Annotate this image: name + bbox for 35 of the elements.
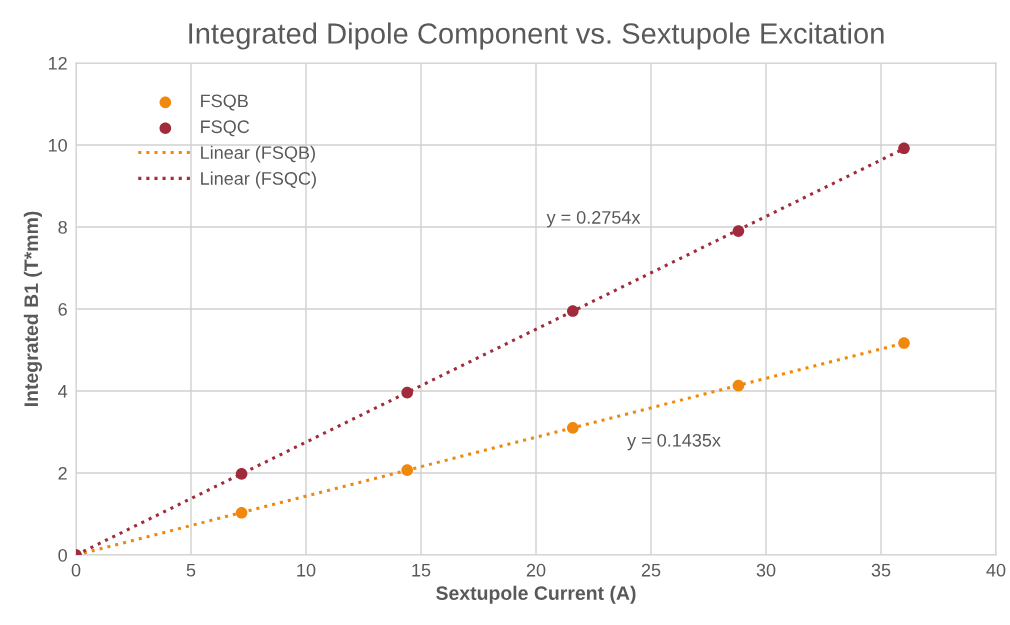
x-tick-label: 30 [756, 563, 776, 577]
y-tick-label: 4 [58, 385, 68, 398]
point [732, 225, 745, 237]
x-tick-label: 25 [641, 563, 661, 577]
point [566, 305, 579, 317]
point [235, 506, 248, 519]
annotation: y = 0.1435x [627, 433, 721, 451]
legend-label: Linear (FSQC) [201, 171, 316, 189]
x-tick-label: 40 [986, 563, 1006, 577]
point [898, 142, 910, 155]
x-tick-label: 35 [871, 563, 891, 577]
y-tick-label: 6 [58, 302, 67, 316]
point [566, 422, 579, 434]
x-tick-label: 20 [526, 563, 546, 577]
point [235, 468, 248, 480]
x-tick-label: 15 [412, 564, 431, 577]
y-tick-label: 2 [58, 466, 67, 480]
legend-label: Linear (FSQB) [201, 145, 315, 163]
legend-label: FSQB [201, 94, 248, 111]
x-axis-title: Sextupole Current (A) [436, 585, 636, 604]
x-tick-label: 0 [71, 563, 81, 577]
point [898, 337, 910, 349]
legend-label: FSQC [201, 120, 250, 137]
point [732, 379, 745, 392]
y-tick-label: 12 [48, 56, 67, 70]
y-tick-label: 10 [48, 138, 67, 152]
point [401, 386, 414, 399]
y-axis-title: Integrated B1 (T*mm) [23, 211, 43, 407]
point [401, 464, 414, 476]
annotation: y = 0.2754x [546, 211, 641, 228]
x-tick-label: 10 [297, 563, 316, 577]
x-tick-label: 5 [186, 564, 196, 577]
y-tick-label: 8 [58, 220, 67, 234]
chart-title: Integrated Dipole Component vs. Sextupole Excitation [189, 22, 884, 50]
y-tick-label: 0 [58, 548, 67, 562]
